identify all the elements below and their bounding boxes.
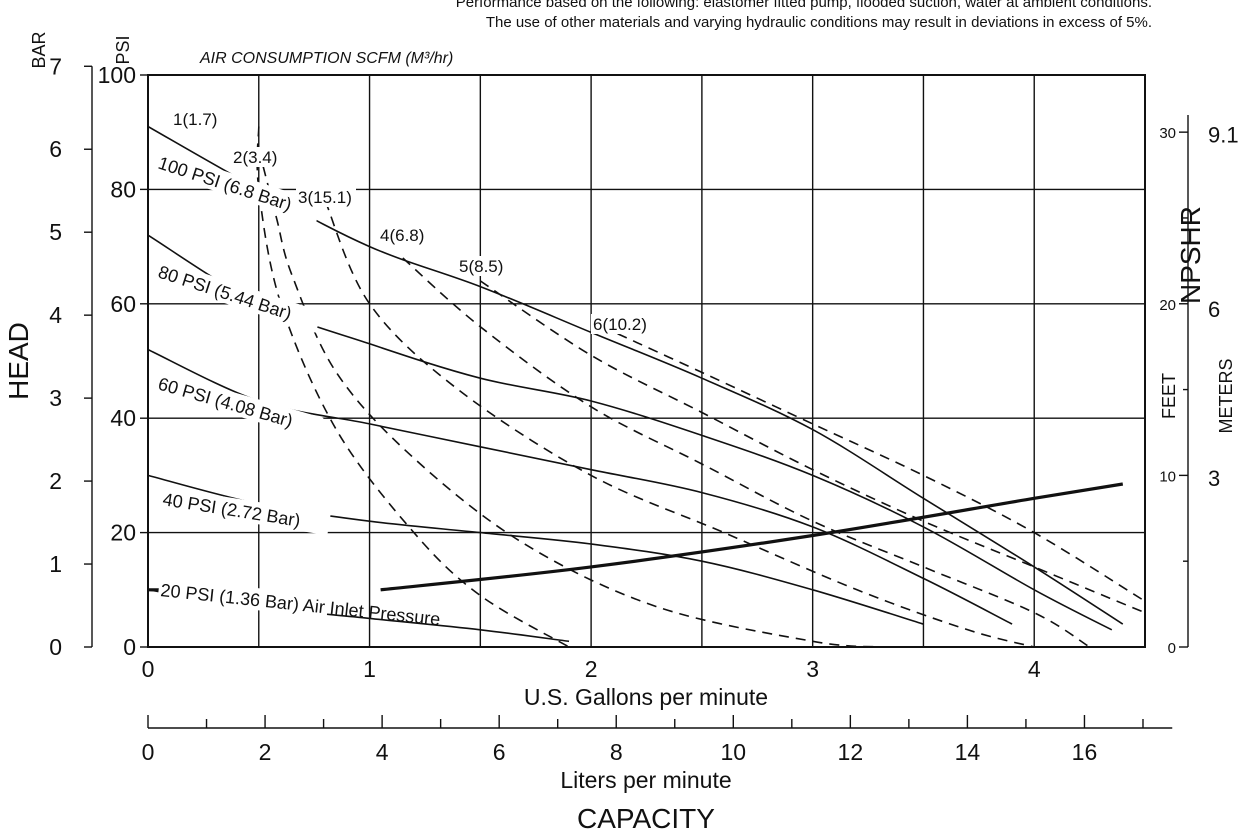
- plot-frame: [147, 74, 1146, 648]
- y-axis-label: HEAD: [3, 322, 34, 400]
- label-background: [457, 256, 517, 276]
- chart-title: AIR CONSUMPTION SCFM (M³/hr): [199, 50, 453, 67]
- lpm-tick-label: 2: [259, 739, 272, 765]
- npshr-meter-tick-label: 9.1: [1208, 123, 1239, 148]
- lpm-tick-label: 4: [376, 739, 389, 765]
- lpm-tick-label: 0: [142, 739, 155, 765]
- npshr-curve-right: [380, 482, 1124, 592]
- npshr-feet-tick-label: 20: [1159, 297, 1176, 314]
- npshr-meter-tick-label: 6: [1208, 297, 1220, 322]
- bar-tick-label: 0: [49, 634, 62, 660]
- psi-tick-label: 100: [98, 62, 136, 88]
- gpm-tick-label: 1: [363, 656, 376, 682]
- npshr-feet-unit: FEET: [1159, 373, 1179, 419]
- npshr-feet-tick-label: 30: [1159, 125, 1176, 142]
- lpm-tick-label: 12: [838, 739, 864, 765]
- bar-tick-label: 1: [49, 551, 62, 577]
- series-layer: [147, 109, 1146, 648]
- air-consumption-curve: [479, 280, 1146, 614]
- air-consumption-label: 6(10.2): [593, 315, 647, 334]
- label-background: [378, 225, 438, 245]
- air-consumption-curve: [324, 200, 1035, 648]
- bar-tick-label: 6: [49, 136, 62, 162]
- lpm-tick-label: 16: [1072, 739, 1098, 765]
- npshr-label: NPSHR: [1175, 206, 1206, 304]
- bar-tick-label: 2: [49, 468, 62, 494]
- air-consumption-label: 4(6.8): [380, 226, 424, 245]
- npshr-feet-tick-label: 10: [1159, 468, 1176, 485]
- bar-tick-label: 7: [49, 53, 62, 79]
- lpm-tick-label: 6: [493, 739, 506, 765]
- pressure-curve-label: 40 PSI (2.72 Bar): [161, 489, 301, 531]
- gpm-tick-label: 3: [806, 656, 819, 682]
- psi-unit-label: PSI: [113, 35, 133, 64]
- note-line-2: The use of other materials and varying h…: [485, 14, 1152, 31]
- psi-tick-label: 60: [110, 291, 136, 317]
- gpm-tick-label: 2: [585, 656, 598, 682]
- gpm-tick-label: 0: [142, 656, 155, 682]
- label-background: [591, 314, 651, 334]
- lpm-tick-label: 14: [955, 739, 981, 765]
- air-consumption-curve: [601, 325, 1146, 602]
- label-background: [153, 371, 324, 440]
- label-background: [157, 577, 329, 618]
- npshr-meter-tick-label: 3: [1208, 466, 1220, 491]
- air-consumption-curve: [262, 166, 880, 648]
- air-consumption-label: 3(15.1): [298, 188, 352, 207]
- psi-tick-label: 0: [123, 634, 136, 660]
- npshr-meters-unit: METERS: [1216, 358, 1236, 433]
- lpm-tick-label: 8: [610, 739, 623, 765]
- bar-tick-label: 4: [49, 302, 62, 328]
- air-consumption-label: 2(3.4): [233, 148, 277, 167]
- bar-tick-label: 3: [49, 385, 62, 411]
- psi-tick-label: 20: [110, 520, 136, 546]
- label-background: [171, 109, 231, 129]
- air-consumption-curve: [402, 257, 1091, 648]
- x-axis-label: U.S. Gallons per minute: [524, 684, 768, 710]
- capacity-label: CAPACITY: [577, 803, 715, 834]
- pressure-curve-label: 60 PSI (4.08 Bar): [156, 374, 295, 432]
- label-background: [296, 187, 356, 207]
- npshr-feet-tick-label: 0: [1168, 640, 1176, 657]
- note-line-1: Performance based on the following: elas…: [455, 0, 1152, 11]
- pressure-curve: [147, 348, 1013, 625]
- label-background: [153, 259, 323, 333]
- label-background: [231, 147, 291, 167]
- psi-tick-label: 80: [110, 176, 136, 202]
- lpm-axis-label: Liters per minute: [560, 767, 731, 793]
- air-consumption-label: 5(8.5): [459, 257, 503, 276]
- bar-unit-label: BAR: [29, 31, 49, 68]
- label-background: [153, 150, 323, 224]
- psi-tick-label: 40: [110, 405, 136, 431]
- air-consumption-label: 1(1.7): [173, 110, 217, 129]
- bar-tick-label: 5: [49, 219, 62, 245]
- pressure-curve-label: 80 PSI (5.44 Bar): [156, 262, 294, 324]
- gpm-tick-label: 4: [1028, 656, 1041, 682]
- pressure-curve: [147, 234, 1113, 631]
- label-background: [159, 486, 331, 536]
- lpm-tick-label: 10: [720, 739, 746, 765]
